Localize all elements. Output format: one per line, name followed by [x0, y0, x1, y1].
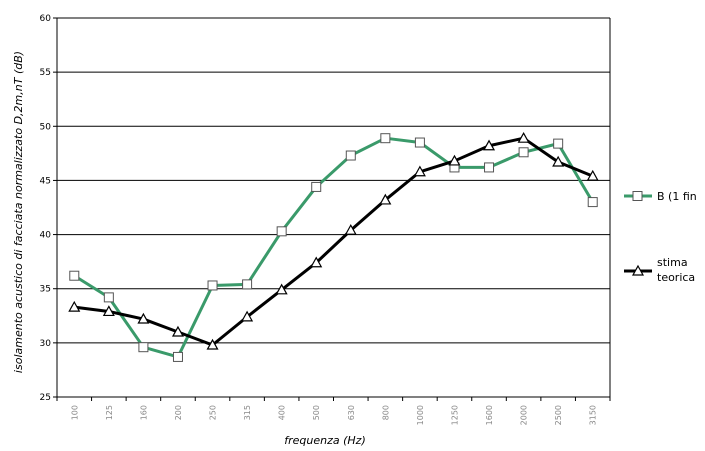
series-1-point-400 — [276, 226, 287, 237]
series-2-point-1600 — [483, 139, 496, 151]
series-1 — [69, 133, 598, 362]
series-2-point-100 — [68, 300, 81, 312]
x-axis-title: frequenza (Hz) — [284, 434, 366, 447]
series-2 — [68, 131, 599, 350]
series-1-point-500 — [311, 181, 322, 192]
y-tick-label-60: 60 — [40, 14, 52, 24]
x-tick-label-125: 125 — [105, 405, 114, 420]
x-tick-label-3150: 3150 — [589, 405, 598, 425]
series-2-point-2500 — [552, 155, 565, 167]
series-2-point-315 — [241, 310, 254, 322]
x-tick-label-400: 400 — [278, 405, 287, 420]
series-2-point-400 — [275, 283, 288, 295]
y-tick-label-35: 35 — [40, 285, 51, 295]
series-1-point-630 — [345, 150, 356, 161]
y-tick-labels: 25 30 35 40 45 50 55 60 — [40, 14, 52, 403]
series-1-point-125 — [103, 292, 114, 303]
series-2-point-800 — [379, 193, 392, 205]
series-2-point-500 — [310, 256, 323, 268]
x-tick-label-630: 630 — [347, 405, 356, 420]
legend: B (1 fin stima teorica — [624, 190, 697, 284]
x-tick-label-100: 100 — [70, 405, 79, 420]
series-1-point-250 — [207, 280, 218, 291]
series-1-point-100 — [69, 270, 80, 281]
x-tick-labels: 100 125 160 200 250 315 400 500 630 800 1000 1250 16… — [70, 405, 597, 425]
x-tick-label-2500: 2500 — [554, 405, 563, 425]
x-tick-label-160: 160 — [139, 405, 148, 420]
series-1-point-2000 — [518, 147, 529, 158]
series-2-point-200 — [171, 325, 184, 337]
series-2-point-160 — [137, 312, 150, 324]
x-tick-label-1250: 1250 — [450, 405, 459, 425]
x-tick-label-2000: 2000 — [520, 405, 529, 425]
series-1-point-200 — [172, 351, 183, 362]
gridlines — [57, 17, 610, 344]
x-tick-label-1600: 1600 — [485, 405, 494, 425]
x-tick-label-1000: 1000 — [416, 405, 425, 425]
series-2-line — [74, 136, 594, 347]
legend-item-series-2: stima teorica — [624, 256, 695, 284]
series-1-point-3150 — [587, 197, 598, 208]
series-2-point-1250 — [448, 154, 461, 166]
series-2-point-630 — [344, 224, 357, 235]
y-axis-title: isolamento acustico di facciata normaliz… — [12, 51, 25, 373]
series-2-point-2000 — [517, 131, 530, 143]
series-1-point-2500 — [553, 138, 564, 149]
series-1-point-315 — [242, 279, 253, 290]
series — [68, 131, 599, 362]
x-tick-label-200: 200 — [174, 405, 183, 420]
series-2-point-125 — [102, 305, 115, 317]
y-tick-label-55: 55 — [40, 68, 51, 78]
y-tick-label-25: 25 — [40, 393, 51, 403]
series-2-point-3150 — [586, 169, 599, 181]
series-1-point-160 — [138, 342, 149, 353]
y-tick-label-30: 30 — [40, 339, 52, 349]
legend-label-series-1: B (1 fin — [657, 190, 697, 203]
series-1-line — [73, 136, 595, 359]
y-tick-label-45: 45 — [40, 176, 51, 186]
series-1-point-1600 — [484, 162, 495, 173]
series-1-point-800 — [380, 133, 391, 144]
series-2-point-250 — [206, 338, 219, 350]
legend-item-series-1: B (1 fin — [624, 190, 697, 203]
x-tick-label-315: 315 — [243, 405, 252, 420]
legend-marker-series-1 — [632, 191, 643, 201]
axes — [53, 17, 611, 401]
series-1-point-1000 — [414, 137, 425, 148]
y-tick-label-40: 40 — [40, 231, 52, 241]
legend-label-series-2: stima teorica — [657, 256, 695, 284]
x-tick-label-250: 250 — [209, 405, 218, 420]
legend-marker-series-2 — [631, 264, 645, 276]
series-2-point-1000 — [413, 165, 426, 177]
x-tick-label-500: 500 — [312, 405, 321, 420]
y-tick-label-50: 50 — [40, 122, 52, 132]
x-tick-label-800: 800 — [381, 405, 390, 420]
